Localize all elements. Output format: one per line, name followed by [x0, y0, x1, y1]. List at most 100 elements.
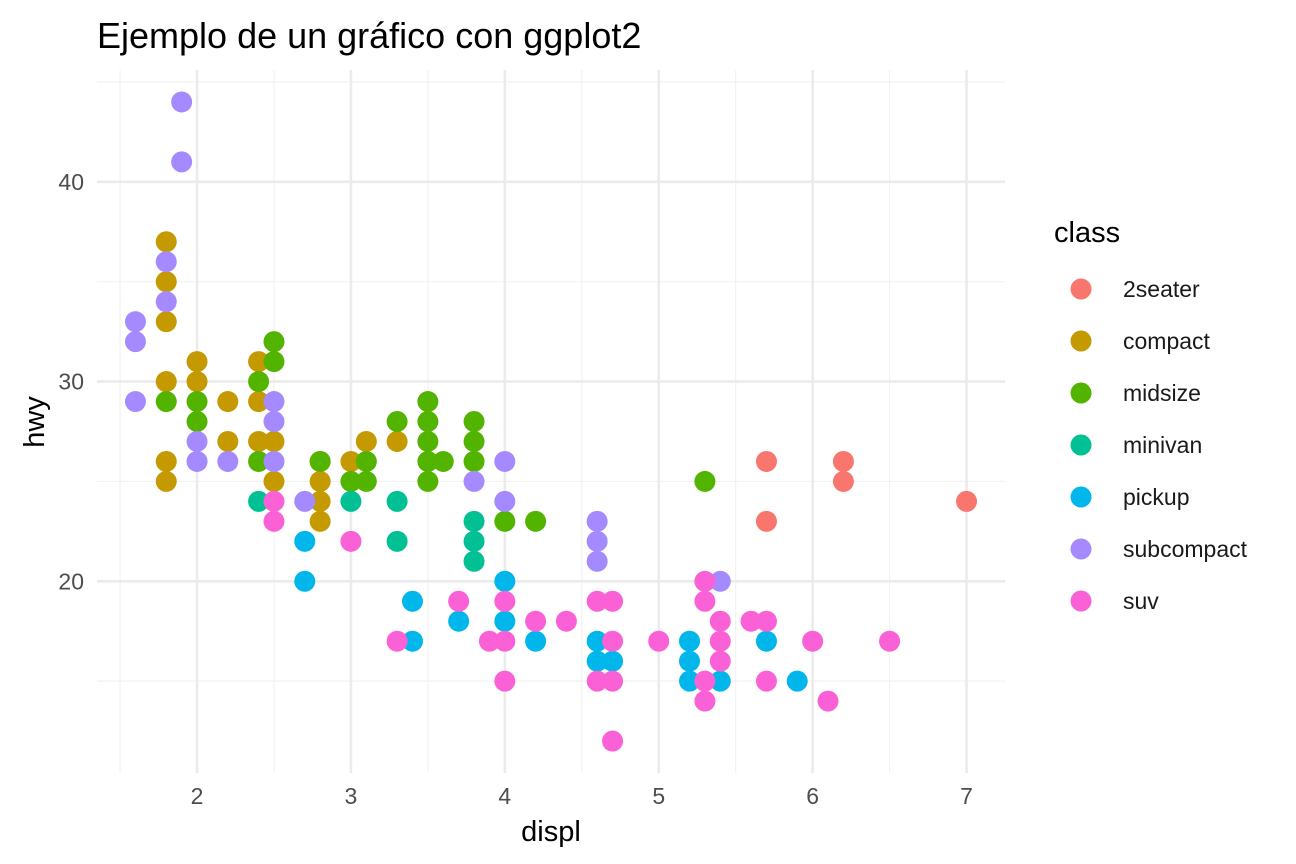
x-tick-label: 7: [960, 783, 973, 809]
data-point-suv: [448, 590, 470, 612]
data-point-compact: [248, 391, 270, 413]
data-point-subcompact: [263, 450, 285, 472]
data-point-2seater: [832, 450, 854, 472]
data-point-compact: [186, 371, 208, 393]
grid: [97, 70, 1005, 773]
chart-title: Ejemplo de un gráfico con ggplot2: [97, 15, 641, 56]
legend-key-subcompact: [1070, 538, 1092, 560]
data-point-compact: [186, 351, 208, 373]
legend-key-compact: [1070, 330, 1092, 352]
data-point-pickup: [448, 610, 470, 632]
data-point-compact: [155, 271, 177, 293]
data-point-minivan: [248, 490, 270, 512]
data-point-subcompact: [586, 550, 608, 572]
data-point-suv: [263, 490, 285, 512]
legend-key-minivan: [1070, 434, 1092, 456]
legend-title: class: [1054, 217, 1120, 249]
data-point-pickup: [679, 650, 701, 672]
data-point-pickup: [525, 630, 547, 652]
data-point-suv: [555, 610, 577, 632]
data-point-pickup: [494, 610, 516, 632]
data-point-pickup: [586, 650, 608, 672]
data-point-compact: [155, 450, 177, 472]
data-point-subcompact: [494, 490, 516, 512]
legend-label-minivan: minivan: [1123, 432, 1202, 458]
data-point-midsize: [155, 391, 177, 413]
legend-label-subcompact: subcompact: [1123, 536, 1248, 562]
data-point-subcompact: [124, 311, 146, 333]
data-point-suv: [494, 590, 516, 612]
data-point-minivan: [340, 490, 362, 512]
data-point-suv: [494, 670, 516, 692]
data-point-suv: [602, 730, 624, 752]
data-point-suv: [802, 630, 824, 652]
data-point-compact: [309, 470, 331, 492]
data-point-suv: [386, 630, 408, 652]
data-point-subcompact: [217, 450, 239, 472]
data-point-suv: [817, 690, 839, 712]
data-point-midsize: [186, 411, 208, 432]
data-point-midsize: [417, 450, 439, 472]
legend-label-pickup: pickup: [1123, 484, 1189, 510]
legend-label-midsize: midsize: [1123, 380, 1201, 406]
y-tick-label: 20: [58, 568, 84, 594]
data-point-midsize: [694, 470, 716, 492]
legend-key-2seater: [1070, 278, 1092, 300]
data-point-suv: [694, 590, 716, 612]
legend-key-midsize: [1070, 382, 1092, 404]
data-point-minivan: [386, 530, 408, 552]
data-point-midsize: [463, 411, 485, 432]
data-point-midsize: [417, 411, 439, 432]
data-point-subcompact: [263, 391, 285, 413]
data-point-minivan: [386, 490, 408, 512]
data-point-2seater: [755, 450, 777, 472]
data-point-suv: [586, 670, 608, 692]
data-point-midsize: [417, 430, 439, 452]
data-point-suv: [694, 690, 716, 712]
data-point-suv: [740, 610, 762, 632]
x-tick-label: 4: [498, 783, 511, 809]
data-point-pickup: [679, 630, 701, 652]
legend: class 2seater compact midsize minivan pickup…: [1054, 217, 1248, 614]
x-axis-title: displ: [521, 816, 581, 848]
data-point-compact: [386, 430, 408, 452]
data-point-compact: [217, 430, 239, 452]
data-point-midsize: [463, 450, 485, 472]
data-point-2seater: [832, 470, 854, 492]
y-tick-labels: 20 30 40: [58, 169, 84, 594]
data-point-subcompact: [586, 530, 608, 552]
y-axis-title: hwy: [19, 396, 51, 448]
data-point-suv: [602, 670, 624, 692]
data-point-midsize: [432, 450, 454, 472]
data-point-2seater: [755, 510, 777, 532]
data-point-compact: [155, 311, 177, 333]
data-point-suv: [525, 610, 547, 632]
data-point-subcompact: [124, 391, 146, 413]
data-point-2seater: [956, 490, 978, 512]
data-point-subcompact: [171, 151, 193, 173]
x-tick-labels: 2 3 4 5 6 7: [191, 783, 973, 809]
data-point-subcompact: [124, 331, 146, 353]
data-point-suv: [694, 570, 716, 592]
data-point-suv: [709, 650, 731, 672]
data-point-subcompact: [155, 251, 177, 273]
y-tick-label: 30: [58, 369, 84, 395]
data-point-compact: [155, 371, 177, 393]
data-point-midsize: [263, 331, 285, 353]
data-point-suv: [709, 630, 731, 652]
data-point-suv: [602, 630, 624, 652]
data-point-midsize: [494, 510, 516, 532]
data-point-suv: [755, 670, 777, 692]
data-point-pickup: [709, 670, 731, 692]
data-point-pickup: [586, 630, 608, 652]
x-tick-label: 5: [652, 783, 665, 809]
data-point-compact: [309, 490, 331, 512]
data-point-suv: [648, 630, 670, 652]
data-point-subcompact: [186, 430, 208, 452]
data-point-pickup: [294, 570, 316, 592]
data-point-subcompact: [463, 470, 485, 492]
data-point-pickup: [786, 670, 808, 692]
data-point-suv: [755, 610, 777, 632]
data-point-compact: [155, 470, 177, 492]
